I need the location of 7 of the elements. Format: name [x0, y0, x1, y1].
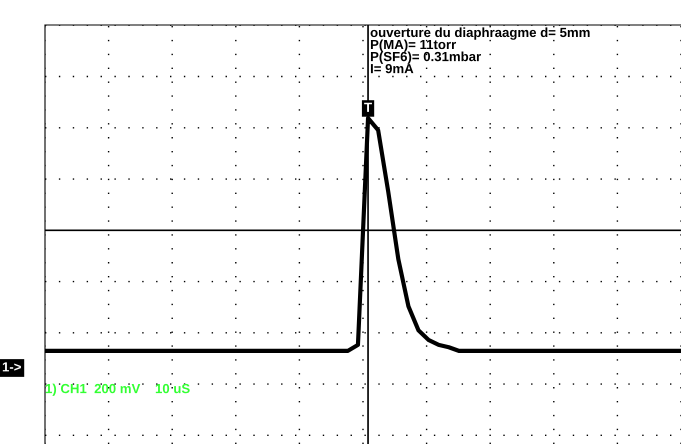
text: I= 9mA — [370, 64, 414, 74]
text: 1-> — [2, 362, 21, 372]
text: T — [364, 102, 372, 112]
text: P(MA)= 11torr — [370, 39, 456, 52]
text: P(SF6)= 0.31mbar — [370, 52, 481, 64]
text: ouverture du diaphraagme d= 5mm — [370, 27, 590, 40]
text: 1) CH1 200 mV 10 uS — [46, 384, 190, 396]
